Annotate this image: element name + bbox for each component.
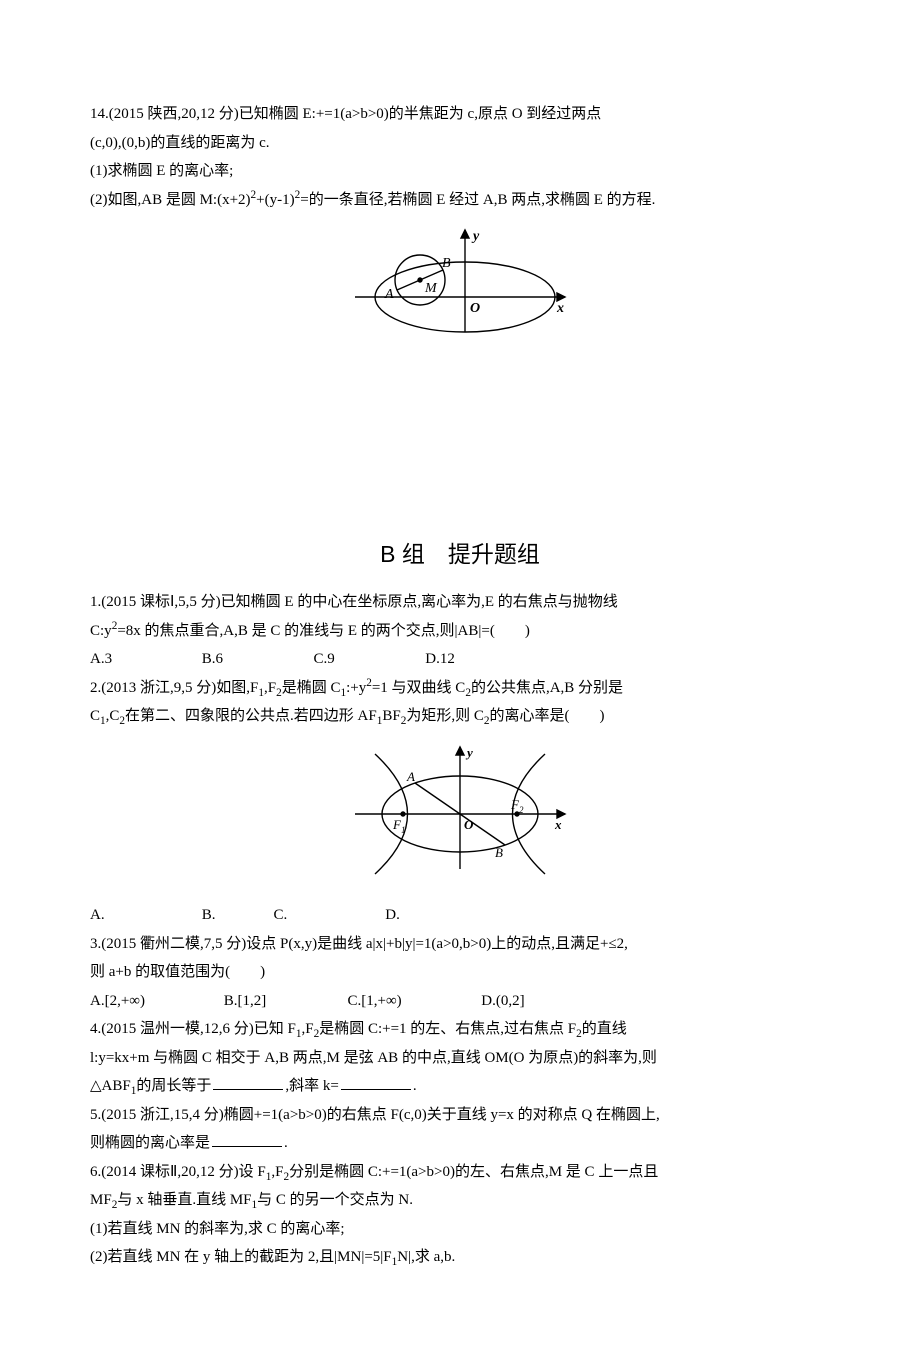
b-q1-opt-c: C.9: [314, 645, 422, 674]
b-q1-opts: A.3 B.6 C.9 D.12: [90, 645, 830, 674]
b-q2-l1-m1: ,F: [264, 680, 276, 696]
b-q5-l2-suf: .: [284, 1135, 288, 1151]
b-q2-opt-c: C.: [274, 901, 382, 930]
b-q6-l1-m1: ,F: [271, 1164, 283, 1180]
b-q2-l2-m4: 为矩形,则 C: [406, 708, 484, 724]
b-q2-opts: A. B. C. D.: [90, 901, 830, 930]
b-q6-l2-pre: MF: [90, 1192, 112, 1208]
b-q3-opts: A.[2,+∞) B.[1,2] C.[1,+∞) D.(0,2]: [90, 987, 830, 1016]
fig1-A: A: [384, 287, 394, 302]
b-q4-l3-suf: .: [413, 1078, 417, 1094]
fig2-O: O: [464, 817, 474, 832]
b-q2-l1-m4: =1 与双曲线 C: [372, 680, 465, 696]
b-q3-line2: 则 a+b 的取值范围为( ): [90, 958, 830, 987]
b-q6-l2-m1: 与 x 轴垂直.直线 MF: [117, 1192, 251, 1208]
b-q4-l1-m1: ,F: [301, 1021, 313, 1037]
b-q5-l2-pre: 则椭圆的离心率是: [90, 1135, 210, 1151]
figure-ellipse-circle: A M B O x y: [90, 222, 830, 353]
b-q1-line1: 1.(2015 课标Ⅰ,5,5 分)已知椭圆 E 的中心在坐标原点,离心率为,E…: [90, 588, 830, 617]
blank-3: [212, 1131, 282, 1147]
b-q6-line3: (1)若直线 MN 的斜率为,求 C 的离心率;: [90, 1215, 830, 1244]
fig1-y: y: [471, 229, 480, 244]
b-q4-l3-pre: △ABF: [90, 1078, 131, 1094]
blank-2: [341, 1074, 411, 1090]
b-q2-opt-a: A.: [90, 901, 198, 930]
b-q3-opt-b: B.[1,2]: [224, 987, 344, 1016]
b-q4-l1-suf: 的直线: [582, 1021, 627, 1037]
b-q1-l2-suf: =8x 的焦点重合,A,B 是 C 的准线与 E 的两个交点,则|AB|=( ): [117, 623, 530, 639]
problem-14-line2: (c,0),(0,b)的直线的距离为 c.: [90, 129, 830, 158]
b-q6-line1: 6.(2014 课标Ⅱ,20,12 分)设 F1,F2分别是椭圆 C:+=1(a…: [90, 1158, 830, 1187]
fig2-y: y: [465, 745, 473, 760]
b-q1-line2: C:y2=8x 的焦点重合,A,B 是 C 的准线与 E 的两个交点,则|AB|…: [90, 617, 830, 646]
blank-1: [213, 1074, 283, 1090]
b-q4-line3: △ABF1的周长等于,斜率 k=.: [90, 1072, 830, 1101]
section-b-title: B 组 提升题组: [90, 533, 830, 577]
fig2-A: A: [406, 769, 415, 784]
b-q6-line4: (2)若直线 MN 在 y 轴上的截距为 2,且|MN|=5|F1N|,求 a,…: [90, 1243, 830, 1272]
p14-l4-mid: +(y-1): [256, 192, 294, 208]
b-q5-line1: 5.(2015 浙江,15,4 分)椭圆+=1(a>b>0)的右焦点 F(c,0…: [90, 1101, 830, 1130]
b-q2-l1-m2: 是椭圆 C: [282, 680, 341, 696]
b-q6-l1-pre: 6.(2014 课标Ⅱ,20,12 分)设 F: [90, 1164, 266, 1180]
b-q4-line2: l:y=kx+m 与椭圆 C 相交于 A,B 两点,M 是弦 AB 的中点,直线…: [90, 1044, 830, 1073]
b-q3-opt-a: A.[2,+∞): [90, 987, 220, 1016]
b-q3-opt-c: C.[1,+∞): [348, 987, 478, 1016]
b-q2-l1-suf: 的公共焦点,A,B 分别是: [471, 680, 623, 696]
fig2-B: B: [495, 845, 503, 860]
p14-l4-suf: =的一条直径,若椭圆 E 经过 A,B 两点,求椭圆 E 的方程.: [300, 192, 655, 208]
b-q6-l4-pre: (2)若直线 MN 在 y 轴上的截距为 2,且|MN|=5|F: [90, 1249, 392, 1265]
b-q4-l1-pre: 4.(2015 温州一模,12,6 分)已知 F: [90, 1021, 296, 1037]
b-q4-line1: 4.(2015 温州一模,12,6 分)已知 F1,F2是椭圆 C:+=1 的左…: [90, 1015, 830, 1044]
b-q2-l2-m2: 在第二、四象限的公共点.若四边形 AF: [125, 708, 377, 724]
b-q2-l2-m1: ,C: [106, 708, 120, 724]
b-q5-line2: 则椭圆的离心率是.: [90, 1129, 830, 1158]
b-q1-opt-d: D.12: [425, 645, 533, 674]
fig1-M: M: [424, 281, 438, 296]
figure-ellipse-hyperbola: A B F1 F2 O x y: [90, 739, 830, 890]
b-q4-l3-m1: 的周长等于: [136, 1078, 211, 1094]
p14-l4-pre: (2)如图,AB 是圆 M:(x+2): [90, 192, 251, 208]
b-q6-line2: MF2与 x 轴垂直.直线 MF1与 C 的另一个交点为 N.: [90, 1186, 830, 1215]
b-q4-l3-m2: ,斜率 k=: [285, 1078, 338, 1094]
b-q2-l2-suf: 的离心率是( ): [489, 708, 604, 724]
fig2-F1: F1: [392, 817, 405, 835]
b-q2-opt-b: B.: [202, 901, 270, 930]
b-q1-opt-b: B.6: [202, 645, 310, 674]
b-q6-l4-suf: N|,求 a,b.: [397, 1249, 455, 1265]
b-q2-opt-d: D.: [385, 901, 453, 930]
b-q1-l2-pre: C:y: [90, 623, 112, 639]
problem-14-line1: 14.(2015 陕西,20,12 分)已知椭圆 E:+=1(a>b>0)的半焦…: [90, 100, 830, 129]
b-q6-l1-suf: 分别是椭圆 C:+=1(a>b>0)的左、右焦点,M 是 C 上一点且: [289, 1164, 658, 1180]
b-q4-l1-m2: 是椭圆 C:+=1 的左、右焦点,过右焦点 F: [319, 1021, 576, 1037]
fig2-x: x: [554, 817, 562, 832]
problem-14-line3: (1)求椭圆 E 的离心率;: [90, 157, 830, 186]
b-q2-l1-m3: :+y: [346, 680, 366, 696]
b-q6-l2-suf: 与 C 的另一个交点为 N.: [257, 1192, 413, 1208]
b-q3-line1: 3.(2015 衢州二模,7,5 分)设点 P(x,y)是曲线 a|x|+b|y…: [90, 930, 830, 959]
b-q3-opt-d: D.(0,2]: [481, 987, 589, 1016]
b-q2-line2: C1,C2在第二、四象限的公共点.若四边形 AF1BF2为矩形,则 C2的离心率…: [90, 702, 830, 731]
b-q2-l2-m3: BF: [382, 708, 400, 724]
fig1-O: O: [470, 301, 480, 316]
b-q2-l1-pre: 2.(2013 浙江,9,5 分)如图,F: [90, 680, 258, 696]
problem-14-line4: (2)如图,AB 是圆 M:(x+2)2+(y-1)2=的一条直径,若椭圆 E …: [90, 186, 830, 215]
b-q1-opt-a: A.3: [90, 645, 198, 674]
b-q2-line1: 2.(2013 浙江,9,5 分)如图,F1,F2是椭圆 C1:+y2=1 与双…: [90, 674, 830, 703]
fig1-x: x: [556, 301, 564, 316]
fig1-B: B: [442, 256, 451, 271]
b-q2-l2-p: C: [90, 708, 100, 724]
